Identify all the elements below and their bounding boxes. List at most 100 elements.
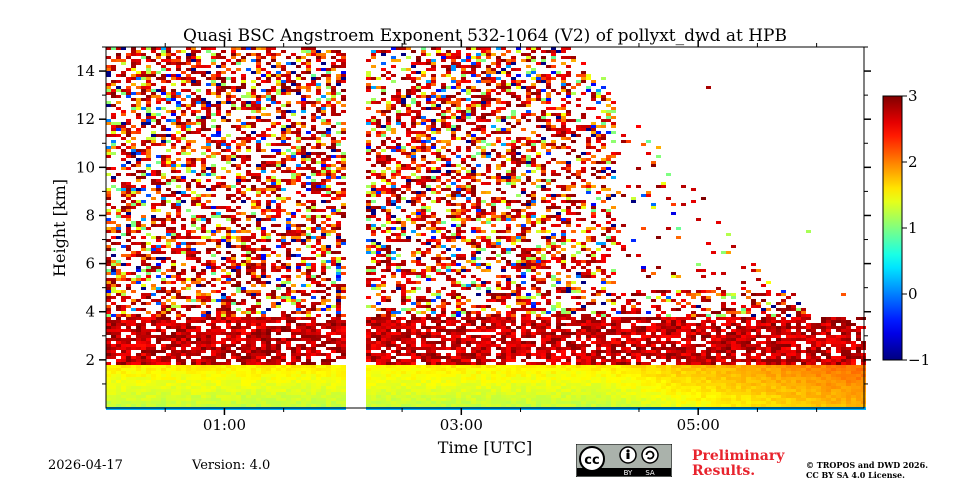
heatmap-cell bbox=[291, 347, 296, 350]
heatmap-cell bbox=[461, 167, 466, 170]
heatmap-cell bbox=[111, 92, 116, 95]
heatmap-cell bbox=[171, 233, 176, 236]
heatmap-cell bbox=[306, 335, 311, 338]
heatmap-cell bbox=[241, 356, 246, 359]
heatmap-cell bbox=[276, 269, 281, 272]
heatmap-cell bbox=[451, 383, 456, 386]
heatmap-cell bbox=[106, 398, 111, 401]
heatmap-cell bbox=[211, 185, 216, 188]
heatmap-cell bbox=[381, 353, 386, 356]
heatmap-cell bbox=[296, 191, 301, 194]
heatmap-cell bbox=[116, 365, 121, 368]
heatmap-cell bbox=[151, 380, 156, 383]
heatmap-cell bbox=[376, 191, 381, 194]
heatmap-cell bbox=[371, 245, 376, 248]
heatmap-cell bbox=[276, 371, 281, 374]
heatmap-cell bbox=[191, 122, 196, 125]
heatmap-cell bbox=[266, 203, 271, 206]
heatmap-cell bbox=[196, 260, 201, 263]
heatmap-cell bbox=[151, 224, 156, 227]
heatmap-cell bbox=[396, 143, 401, 146]
heatmap-cell bbox=[311, 281, 316, 284]
heatmap-cell bbox=[396, 110, 401, 113]
heatmap-cell bbox=[316, 392, 321, 395]
heatmap-cell bbox=[256, 305, 261, 308]
heatmap-cell bbox=[401, 152, 406, 155]
heatmap-cell bbox=[111, 122, 116, 125]
heatmap-cell bbox=[131, 203, 136, 206]
heatmap-cell bbox=[431, 395, 436, 398]
heatmap-cell bbox=[296, 359, 301, 362]
heatmap-cell bbox=[441, 401, 446, 404]
heatmap-cell bbox=[116, 107, 121, 110]
heatmap-cell bbox=[236, 326, 241, 329]
heatmap-cell bbox=[191, 371, 196, 374]
heatmap-cell bbox=[401, 239, 406, 242]
heatmap-cell bbox=[431, 383, 436, 386]
heatmap-cell bbox=[321, 353, 326, 356]
heatmap-cell bbox=[186, 356, 191, 359]
heatmap-cell bbox=[141, 140, 146, 143]
heatmap-cell bbox=[271, 164, 276, 167]
heatmap-cell bbox=[446, 173, 451, 176]
heatmap-cell bbox=[451, 53, 456, 56]
heatmap-cell bbox=[211, 323, 216, 326]
heatmap-cell bbox=[226, 326, 231, 329]
heatmap-cell bbox=[221, 89, 226, 92]
heatmap-cell bbox=[256, 311, 261, 314]
heatmap-cell bbox=[191, 149, 196, 152]
heatmap-cell bbox=[181, 314, 186, 317]
heatmap-cell bbox=[371, 215, 376, 218]
heatmap-cell bbox=[331, 191, 336, 194]
heatmap-cell bbox=[196, 338, 201, 341]
heatmap-cell bbox=[176, 206, 181, 209]
heatmap-cell bbox=[221, 338, 226, 341]
heatmap-cell bbox=[166, 389, 171, 392]
heatmap-cell bbox=[316, 116, 321, 119]
heatmap-cell bbox=[116, 344, 121, 347]
heatmap-cell bbox=[256, 347, 261, 350]
heatmap-cell bbox=[391, 350, 396, 353]
heatmap-cell bbox=[126, 77, 131, 80]
heatmap-cell bbox=[251, 251, 256, 254]
heatmap-cell bbox=[106, 134, 111, 137]
heatmap-cell bbox=[286, 404, 291, 407]
heatmap-cell bbox=[246, 332, 251, 335]
heatmap-cell bbox=[281, 242, 286, 245]
heatmap-cell bbox=[281, 92, 286, 95]
heatmap-cell bbox=[416, 257, 421, 260]
heatmap-cell bbox=[296, 398, 301, 401]
heatmap-cell bbox=[421, 389, 426, 392]
heatmap-cell bbox=[161, 398, 166, 401]
heatmap-cell bbox=[266, 347, 271, 350]
heatmap-cell bbox=[336, 380, 341, 383]
heatmap-cell bbox=[116, 122, 121, 125]
heatmap-cell bbox=[181, 326, 186, 329]
heatmap-cell bbox=[316, 56, 321, 59]
heatmap-cell bbox=[411, 389, 416, 392]
heatmap-cell bbox=[316, 368, 321, 371]
heatmap-cell bbox=[191, 401, 196, 404]
heatmap-cell bbox=[371, 356, 376, 359]
heatmap-cell bbox=[246, 335, 251, 338]
heatmap-cell bbox=[286, 323, 291, 326]
heatmap-cell bbox=[321, 386, 326, 389]
heatmap-cell bbox=[166, 200, 171, 203]
heatmap-cell bbox=[206, 347, 211, 350]
heatmap-cell bbox=[146, 65, 151, 68]
heatmap-cell bbox=[111, 365, 116, 368]
heatmap-cell bbox=[311, 113, 316, 116]
heatmap-cell bbox=[386, 389, 391, 392]
heatmap-cell bbox=[391, 200, 396, 203]
heatmap-cell bbox=[146, 368, 151, 371]
heatmap-cell bbox=[431, 356, 436, 359]
heatmap-cell bbox=[456, 380, 461, 383]
heatmap-cell bbox=[261, 386, 266, 389]
heatmap-cell bbox=[421, 269, 426, 272]
heatmap-cell bbox=[336, 344, 341, 347]
heatmap-cell bbox=[286, 347, 291, 350]
heatmap-cell bbox=[376, 245, 381, 248]
heatmap-cell bbox=[121, 377, 126, 380]
heatmap-cell bbox=[131, 92, 136, 95]
heatmap-cell bbox=[366, 239, 371, 242]
